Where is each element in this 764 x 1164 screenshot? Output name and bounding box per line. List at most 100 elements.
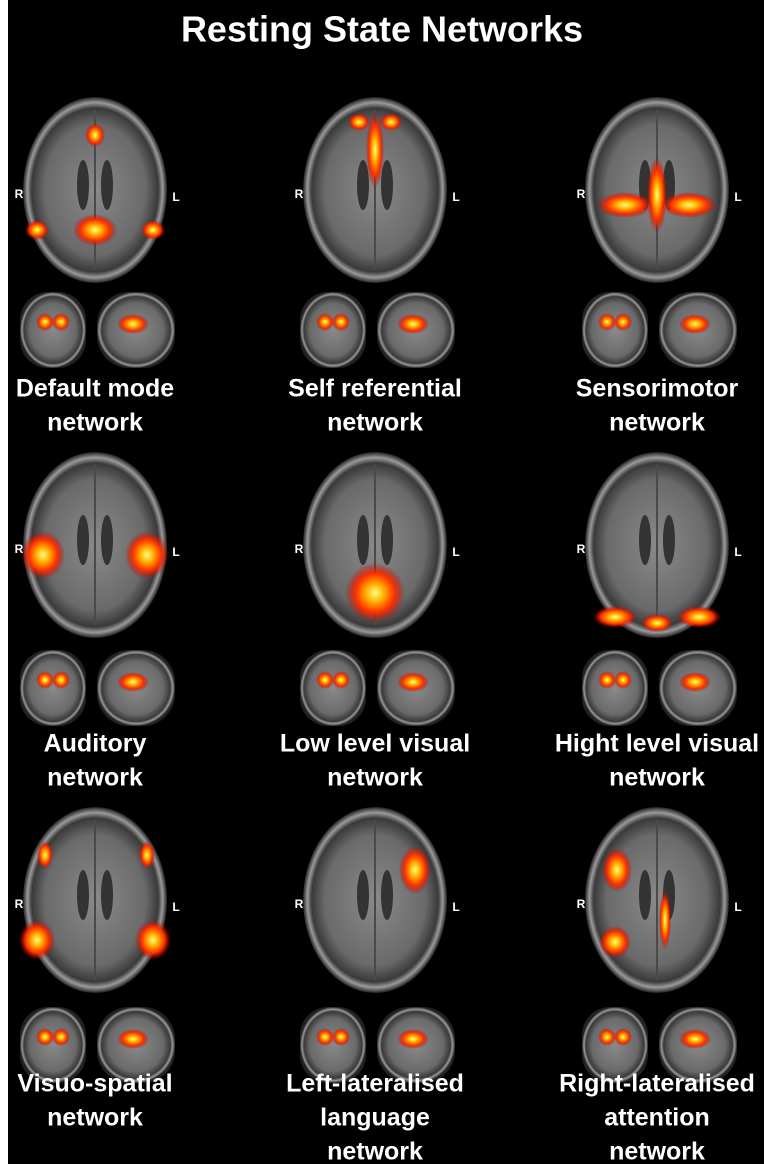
side-right: R: [15, 542, 24, 556]
coronal-slice: [300, 650, 366, 726]
activation: [614, 671, 632, 689]
network-label: language: [320, 1104, 430, 1132]
activation: [316, 671, 334, 689]
left-edge: [0, 0, 8, 1164]
side-left: L: [452, 900, 459, 914]
side-left: L: [172, 900, 179, 914]
network-label: Right-lateralised: [559, 1070, 755, 1098]
activation: [36, 313, 54, 331]
coronal-slice: [20, 650, 86, 726]
activation: [598, 313, 616, 331]
activation: [117, 672, 149, 692]
activation: [659, 890, 671, 950]
activation: [614, 313, 632, 331]
network-label: Left-lateralised: [286, 1070, 464, 1098]
network-label: Visuo-spatial: [17, 1070, 172, 1098]
coronal-slice: [582, 650, 648, 726]
side-left: L: [734, 545, 741, 559]
figure: Resting State Networks R L Default mode net…: [0, 0, 764, 1164]
activation: [399, 846, 431, 894]
network-label: Sensorimotor: [576, 375, 739, 403]
network-label: Hight level visual: [555, 730, 759, 758]
side-right: R: [577, 542, 586, 556]
ventricle: [381, 515, 393, 565]
activation: [679, 1029, 711, 1049]
ventricle: [381, 870, 393, 920]
activation: [117, 1029, 149, 1049]
activation: [139, 841, 155, 869]
activation: [25, 220, 49, 240]
ventricle: [77, 870, 89, 920]
network-label: network: [609, 1138, 705, 1164]
network-label: network: [327, 1138, 423, 1164]
side-left: L: [172, 545, 179, 559]
side-right: R: [15, 897, 24, 911]
activation: [36, 1028, 54, 1046]
side-left: L: [452, 545, 459, 559]
activation: [397, 314, 429, 334]
ventricle: [357, 870, 369, 920]
network-label: Auditory: [44, 730, 147, 758]
coronal-slice: [20, 292, 86, 368]
activation: [73, 214, 117, 246]
page: {"title": "Resting State Networks", "pan…: [0, 0, 764, 1164]
activation: [316, 1028, 334, 1046]
coronal-slice: [300, 292, 366, 368]
network-label: network: [609, 409, 705, 437]
activation: [135, 920, 171, 960]
network-label: attention: [604, 1104, 710, 1132]
activation: [85, 123, 105, 147]
activation: [380, 113, 402, 131]
activation: [52, 313, 70, 331]
network-label: network: [47, 409, 143, 437]
activation: [332, 313, 350, 331]
activation: [598, 1028, 616, 1046]
activation: [141, 220, 165, 240]
activation: [677, 606, 721, 628]
activation: [599, 926, 631, 958]
ventricle: [639, 870, 651, 920]
network-label: network: [327, 764, 423, 792]
side-right: R: [577, 187, 586, 201]
side-right: R: [295, 542, 304, 556]
activation: [52, 1028, 70, 1046]
network-label: network: [327, 409, 423, 437]
network-label: Default mode: [16, 375, 174, 403]
activation: [19, 920, 55, 960]
activation: [37, 841, 53, 869]
network-label: network: [609, 764, 705, 792]
activation: [614, 1028, 632, 1046]
network-label: Low level visual: [280, 730, 470, 758]
activation: [397, 672, 429, 692]
activation: [332, 1028, 350, 1046]
figure-title: Resting State Networks: [181, 9, 583, 50]
ventricle: [357, 515, 369, 565]
side-left: L: [172, 190, 179, 204]
side-left: L: [452, 190, 459, 204]
activation: [316, 313, 334, 331]
ventricle: [663, 515, 675, 565]
activation: [661, 192, 717, 218]
ventricle: [639, 515, 651, 565]
activation: [597, 192, 653, 218]
ventricle: [77, 160, 89, 210]
network-label: network: [47, 1104, 143, 1132]
ventricle: [101, 160, 113, 210]
activation: [117, 314, 149, 334]
activation: [125, 531, 169, 579]
activation: [348, 113, 370, 131]
activation: [21, 531, 65, 579]
side-right: R: [15, 187, 24, 201]
activation: [647, 157, 667, 233]
activation: [397, 1029, 429, 1049]
ventricle: [101, 515, 113, 565]
ventricle: [77, 515, 89, 565]
side-right: R: [295, 897, 304, 911]
activation: [679, 672, 711, 692]
activation: [679, 314, 711, 334]
side-right: R: [295, 187, 304, 201]
network-label: network: [47, 764, 143, 792]
activation: [36, 671, 54, 689]
activation: [332, 671, 350, 689]
activation: [52, 671, 70, 689]
